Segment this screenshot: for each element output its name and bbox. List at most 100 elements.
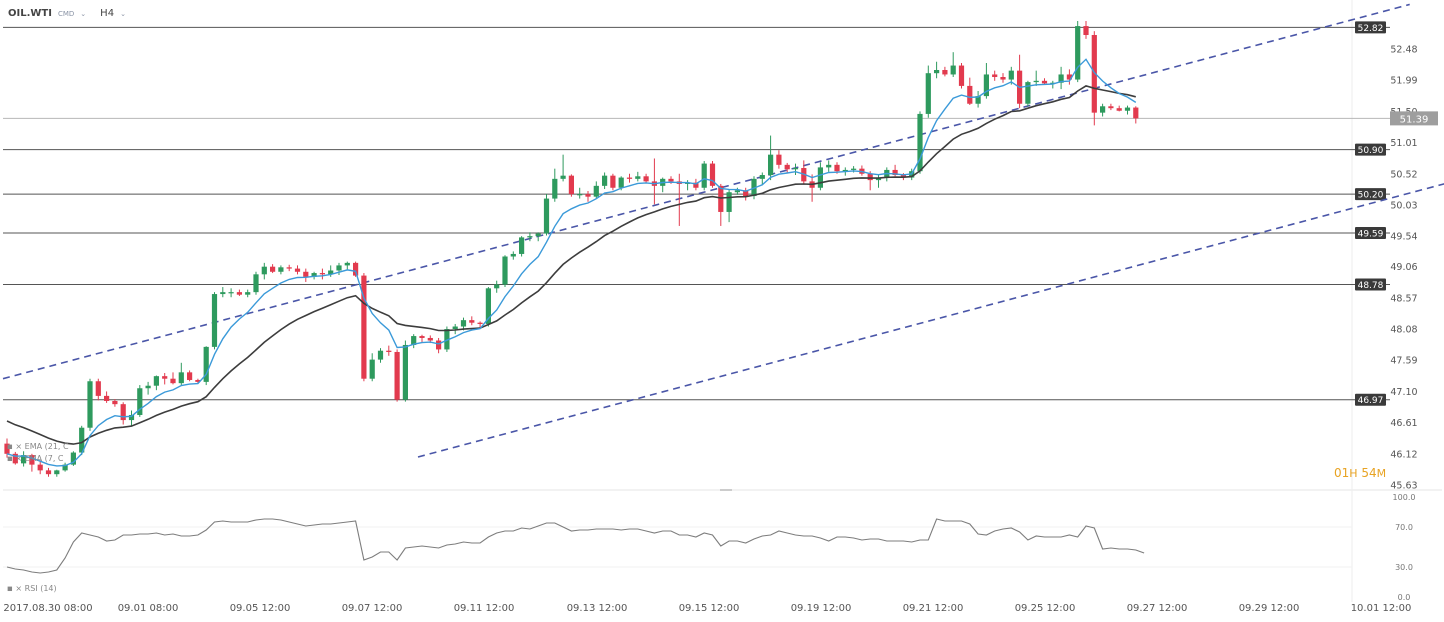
candle-body (602, 175, 608, 186)
ema21-legend[interactable]: ◾ × EMA (21, C (7, 442, 69, 451)
rsi-panel: 100.0 70.0 30.0 0.0 (3, 493, 1415, 602)
trend-channel[interactable] (2, 3, 1444, 458)
candle-body (618, 177, 624, 188)
candle-body (510, 253, 516, 257)
candle-body (402, 344, 408, 400)
time-tick-label: 09.05 12:00 (230, 603, 291, 614)
panel-resize-handle[interactable] (720, 489, 732, 491)
candle-body (328, 270, 334, 275)
candle-body (419, 336, 425, 338)
candle-body (95, 381, 101, 396)
eye-icon[interactable]: ◾ (7, 454, 13, 463)
candle-body (817, 167, 823, 188)
candle-body (236, 292, 242, 295)
level-price-label: 46.97 (1358, 396, 1384, 406)
candle-body (577, 194, 583, 196)
candle-body (560, 175, 566, 179)
level-price-tag (1355, 143, 1386, 156)
rsi-tick-label: 100.0 (1393, 493, 1416, 502)
close-icon[interactable]: × (15, 584, 23, 593)
time-tick-label: 09.19 12:00 (791, 603, 852, 614)
candle-body (734, 190, 740, 193)
candle-body (477, 322, 483, 324)
candle-body (826, 164, 832, 168)
level-price-label: 52.82 (1358, 24, 1384, 34)
ema-fast-line (6, 58, 1137, 467)
candle-body (79, 427, 85, 453)
candle-body (851, 168, 857, 170)
candle-body (311, 273, 317, 277)
eye-icon[interactable]: ◾ (7, 442, 13, 451)
timeframe-selector[interactable]: H4 (100, 8, 115, 19)
candle-body (494, 284, 500, 289)
ema21-label: EMA (21, C (24, 442, 69, 451)
level-price-tag (1355, 188, 1386, 201)
countdown-minutes: 54 (1361, 466, 1377, 480)
candle-body (1116, 108, 1122, 111)
close-icon[interactable]: × (15, 442, 23, 451)
candle-body (170, 378, 176, 384)
level-price-tag (1355, 21, 1386, 34)
candle-body (485, 288, 491, 324)
chevron-down-icon[interactable]: ⌄ (120, 9, 126, 18)
price-axis[interactable]: 52.4851.9951.5051.0150.5250.0349.5449.06… (1390, 45, 1438, 492)
symbol-selector[interactable]: OIL.WTI (8, 8, 52, 19)
candle-body (635, 176, 641, 179)
candle-body (834, 164, 840, 172)
price-tick-label: 52.48 (1390, 45, 1417, 56)
price-tick-label: 48.08 (1390, 325, 1417, 336)
chart-header: OIL.WTI CMD ⌄ H4 ⌄ (8, 8, 126, 19)
countdown-h-unit: H (1349, 467, 1358, 480)
time-tick-label: 10.01 12:00 (1351, 603, 1412, 614)
channel-line[interactable] (417, 65, 1444, 458)
candle-body (270, 266, 276, 272)
eye-icon[interactable]: ◾ (7, 584, 13, 593)
candle-body (29, 455, 35, 465)
rsi-label: RSI (14) (24, 584, 57, 593)
ema7-legend[interactable]: ◾ × EMA (7, C (7, 454, 64, 463)
channel-line[interactable] (2, 3, 1410, 380)
candle-body (1025, 82, 1031, 104)
candle-body (187, 372, 193, 380)
candle-body (195, 379, 201, 382)
time-tick-label: 09.29 12:00 (1239, 603, 1300, 614)
candle-body (950, 65, 956, 75)
candle-body (245, 292, 251, 295)
rsi-legend[interactable]: ◾ × RSI (14) (7, 584, 57, 593)
candle-body (867, 173, 873, 181)
chevron-down-icon[interactable]: ⌄ (80, 9, 87, 18)
candle-body (967, 85, 973, 104)
horizontal-levels[interactable]: 52.82 50.90 50.20 49.59 48.78 46.97 (3, 21, 1390, 406)
candle-body (211, 294, 218, 347)
candle-body (4, 443, 10, 454)
candle-body (768, 154, 774, 176)
time-axis[interactable]: 2017.08.30 08:00 09.01 08:00 09.05 12:00 09… (3, 603, 1411, 614)
close-icon[interactable]: × (15, 454, 23, 463)
price-tick-label: 49.54 (1390, 232, 1417, 243)
candle-body (917, 113, 923, 172)
candle-body (278, 267, 284, 272)
level-price-label: 49.59 (1358, 229, 1384, 239)
time-tick-label: 09.25 12:00 (1015, 603, 1076, 614)
candle-body (610, 175, 616, 188)
candle-body (344, 262, 350, 266)
ema-lines (6, 58, 1137, 467)
candle-body (568, 175, 574, 195)
candle-body (386, 350, 392, 352)
chart-grid (3, 0, 1442, 602)
candle-body (718, 185, 724, 212)
candle-body (983, 74, 989, 97)
candle-body (701, 163, 707, 188)
ema7-label: EMA (7, C (24, 454, 64, 463)
candle-body (643, 176, 649, 182)
candle-body (900, 175, 906, 178)
candle-body (87, 381, 93, 428)
candle-body (377, 350, 384, 360)
candle-body (527, 236, 533, 238)
candle-body (709, 163, 716, 186)
time-tick-label: 09.15 12:00 (679, 603, 740, 614)
candle-body (153, 376, 159, 386)
candle-body (294, 268, 301, 272)
current-price-tag[interactable] (1390, 111, 1438, 126)
